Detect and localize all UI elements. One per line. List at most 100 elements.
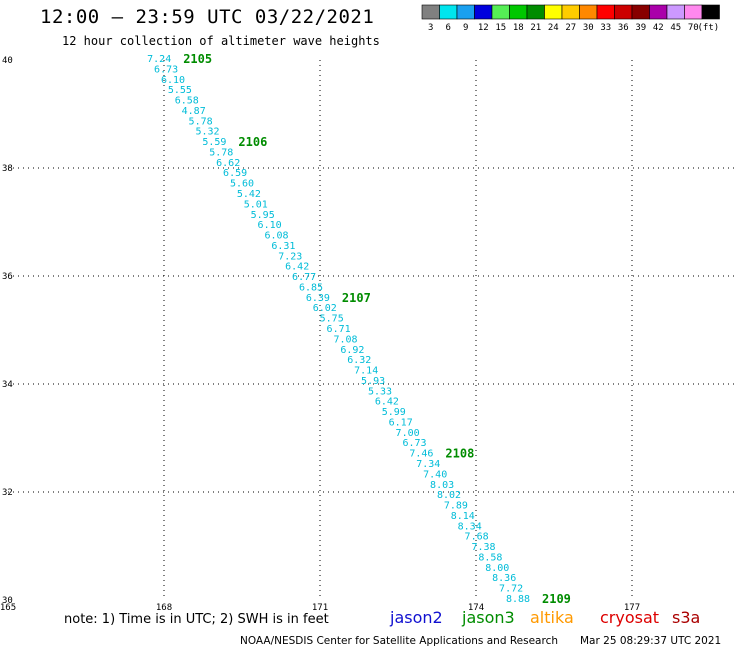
lon-tick-label: 177: [624, 603, 640, 613]
swh-value-label: 6.42: [375, 397, 399, 408]
swh-value-label: 7.24: [147, 54, 171, 65]
swh-value-label: 7.72: [499, 584, 523, 595]
legend-label: 24: [548, 23, 559, 33]
swh-value-label: 8.00: [485, 563, 509, 574]
map-frame: [7, 59, 737, 601]
page-subtitle: 12 hour collection of altimeter wave hei…: [62, 34, 380, 48]
swh-value-label: 5.78: [209, 147, 233, 158]
swh-value-label: 8.03: [430, 480, 454, 491]
legend-label: 39: [635, 23, 646, 33]
swh-value-label: 6.31: [271, 241, 295, 252]
swh-value-label: 6.17: [389, 417, 413, 428]
mission-jason2: jason2: [390, 608, 443, 627]
legend-label: 70: [688, 23, 699, 33]
swh-value-label: 8.58: [478, 552, 502, 563]
legend-unit: (ft): [698, 23, 720, 33]
swh-value-label: 5.93: [361, 376, 385, 387]
legend-swatch: [701, 4, 720, 20]
swh-value-label: 5.42: [237, 189, 261, 200]
lon-tick-label: 174: [468, 603, 484, 613]
swh-value-label: 5.75: [320, 314, 344, 325]
swh-value-label: 6.32: [347, 355, 371, 366]
mission-jason3: jason3: [462, 608, 515, 627]
swh-value-label: 8.34: [458, 521, 482, 532]
swh-value-label: 5.33: [368, 386, 392, 397]
time-label: 2109: [542, 592, 571, 606]
time-label: 2106: [238, 135, 267, 149]
swh-value-label: 7.46: [409, 449, 433, 460]
swh-value-label: 5.59: [202, 137, 226, 148]
mission-cryosat: cryosat: [600, 608, 660, 627]
legend-label: 9: [463, 23, 468, 33]
swh-value-label: 6.10: [258, 220, 282, 231]
lat-tick-label: 36: [2, 272, 13, 282]
swh-value-label: 6.92: [340, 345, 364, 356]
swh-value-label: 6.73: [154, 64, 178, 75]
swh-value-label: 6.85: [299, 282, 323, 293]
swh-value-label: 7.23: [278, 251, 302, 262]
swh-value-label: 7.68: [465, 532, 489, 543]
swh-value-label: 6.08: [264, 231, 288, 242]
swh-value-label: 7.89: [444, 501, 468, 512]
wave-height-legend: 3 6 9 12 15 18 21 24 27 30 33 36 39 42 45 70(ft): [421, 4, 720, 33]
lon-tick-label: 165: [0, 603, 16, 613]
swh-value-label: 5.78: [189, 116, 213, 127]
lat-tick-label: 30: [2, 596, 13, 606]
swh-value-label: 5.60: [230, 179, 254, 190]
legend-label: 33: [600, 23, 611, 33]
swh-value-label: 4.87: [182, 106, 206, 117]
legend-label: 42: [653, 23, 664, 33]
lat-tick-label: 34: [2, 380, 13, 390]
swh-value-label: 7.00: [396, 428, 420, 439]
page-title: 12:00 – 23:59 UTC 03/22/2021: [40, 6, 375, 28]
lat-tick-label: 32: [2, 488, 13, 498]
swh-value-label: 7.34: [416, 459, 440, 470]
legend-label: 3: [428, 23, 433, 33]
footnote: note: 1) Time is in UTC; 2) SWH is in fe…: [64, 612, 329, 627]
swh-value-label: 5.01: [244, 199, 268, 210]
swh-value-label: 7.38: [471, 542, 495, 553]
swh-value-label: 6.58: [175, 96, 199, 107]
time-label: 2105: [183, 52, 212, 66]
legend-label: 15: [495, 23, 506, 33]
swh-value-label: 6.77: [292, 272, 316, 283]
lat-tick-label: 38: [2, 164, 13, 174]
legend-label: 36: [618, 23, 629, 33]
swh-value-label: 6.10: [161, 75, 185, 86]
swh-value-label: 6.02: [313, 303, 337, 314]
swh-value-label: 7.40: [423, 469, 447, 480]
time-label: 2107: [342, 291, 371, 305]
swh-value-label: 6.42: [285, 262, 309, 273]
time-label: 2108: [445, 447, 474, 461]
swh-value-label: 5.95: [251, 210, 275, 221]
swh-value-label: 8.88: [506, 594, 530, 605]
timestamp-text: Mar 25 08:29:37 UTC 2021: [580, 635, 722, 647]
swh-value-label: 5.99: [382, 407, 406, 418]
swh-value-label: 6.39: [306, 293, 330, 304]
lon-tick-label: 168: [156, 603, 172, 613]
swh-value-label: 8.14: [451, 511, 475, 522]
legend-label: 21: [530, 23, 541, 33]
swh-value-label: 7.14: [354, 366, 378, 377]
swh-value-label: 6.62: [216, 158, 240, 169]
legend-label: 12: [478, 23, 489, 33]
legend-label: 18: [513, 23, 524, 33]
swh-value-label: 6.59: [223, 168, 247, 179]
legend-label: 6: [446, 23, 451, 33]
swh-value-label: 5.32: [195, 127, 219, 138]
swh-value-label: 6.73: [402, 438, 426, 449]
credit-text: NOAA/NESDIS Center for Satellite Applica…: [240, 635, 558, 647]
lon-tick-label: 171: [312, 603, 328, 613]
swh-value-label: 7.08: [333, 334, 357, 345]
lat-tick-label: 40: [2, 56, 13, 66]
mission-altika: altika: [530, 608, 574, 627]
swh-value-label: 8.36: [492, 573, 516, 584]
swh-value-label: 8.02: [437, 490, 461, 501]
legend-label: 45: [670, 23, 681, 33]
legend-label: 27: [565, 23, 576, 33]
swh-value-label: 6.71: [327, 324, 351, 335]
legend-label: 30: [583, 23, 594, 33]
mission-s3a: s3a: [672, 608, 701, 627]
